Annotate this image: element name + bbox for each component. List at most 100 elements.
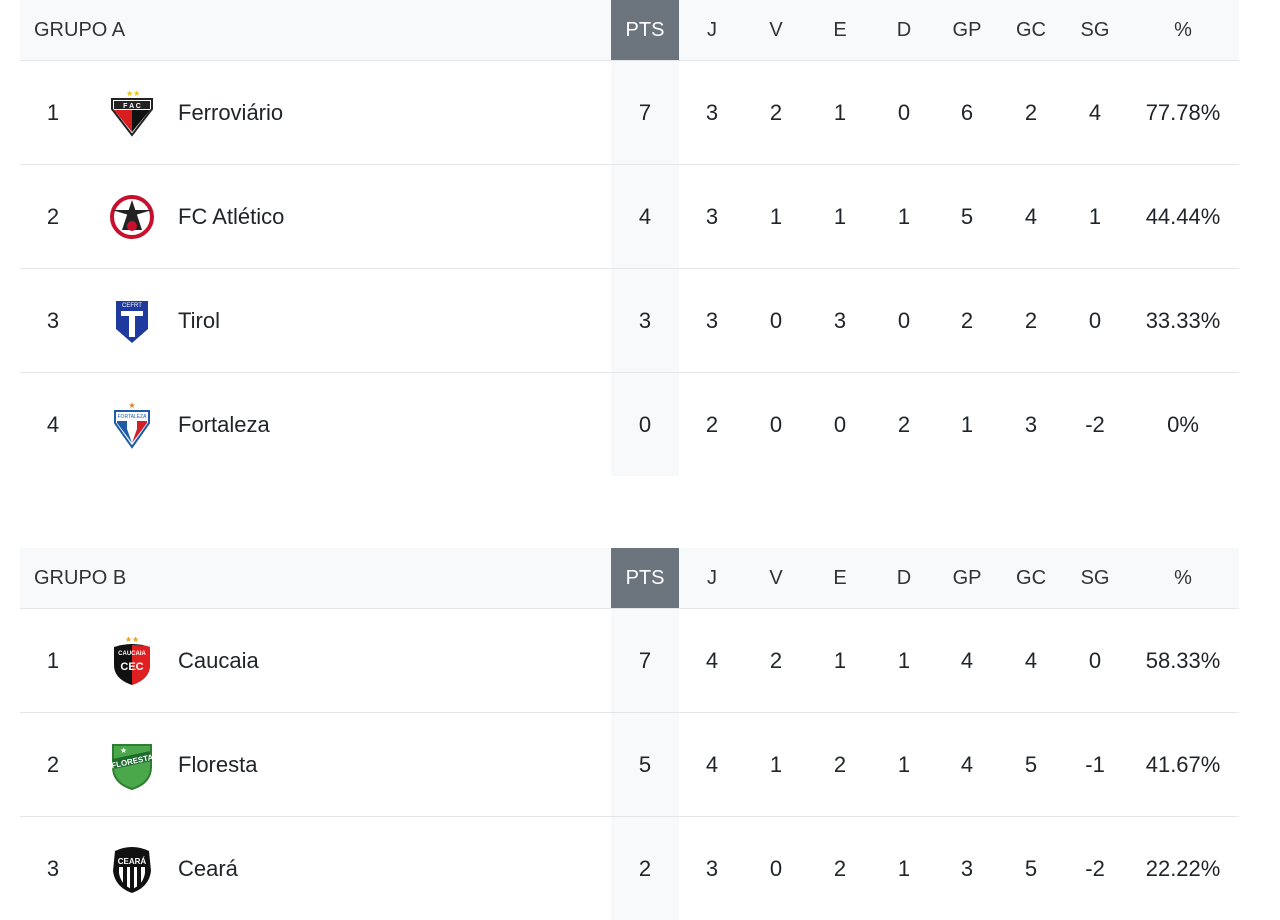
column-header[interactable]: GC [999,0,1063,61]
floresta-crest-icon: FLORESTA★ [86,713,178,817]
position: 3 [20,817,86,920]
stat-gc: 5 [999,817,1063,920]
stat-pts: 0 [611,373,679,477]
stat-pct: 22.22% [1127,817,1239,920]
stat-d: 0 [873,61,935,165]
stat-pts: 4 [611,165,679,269]
stat-j: 3 [679,165,745,269]
column-header[interactable]: D [873,0,935,61]
svg-text:CEC: CEC [120,661,143,673]
svg-text:★★: ★★ [125,635,139,644]
stat-sg: 0 [1063,609,1127,713]
column-header[interactable]: SG [1063,548,1127,609]
stat-j: 3 [679,61,745,165]
stat-pct: 41.67% [1127,713,1239,817]
stat-sg: 0 [1063,269,1127,373]
stat-sg: 4 [1063,61,1127,165]
stat-pts: 2 [611,817,679,920]
caucaia-crest-icon: ★★ CAUCAIA CEC [86,609,178,713]
stat-sg: -1 [1063,713,1127,817]
stat-d: 1 [873,713,935,817]
stat-gp: 3 [935,817,999,920]
stat-pct: 44.44% [1127,165,1239,269]
column-header[interactable]: D [873,548,935,609]
position: 4 [20,373,86,477]
stat-gc: 2 [999,61,1063,165]
team-name[interactable]: Ceará [178,817,611,920]
column-header[interactable]: E [807,548,873,609]
stat-sg: 1 [1063,165,1127,269]
column-header[interactable]: J [679,0,745,61]
stat-pct: 58.33% [1127,609,1239,713]
column-header[interactable]: SG [1063,0,1127,61]
stat-j: 3 [679,269,745,373]
team-name[interactable]: Ferroviário [178,61,611,165]
stat-j: 4 [679,713,745,817]
team-name[interactable]: Caucaia [178,609,611,713]
fortaleza-crest-icon: ★ FORTALEZA [86,373,178,477]
column-header[interactable]: GC [999,548,1063,609]
team-name[interactable]: Floresta [178,713,611,817]
svg-text:FORTALEZA: FORTALEZA [118,414,148,420]
stat-e: 1 [807,165,873,269]
team-name[interactable]: FC Atlético [178,165,611,269]
stat-j: 3 [679,817,745,920]
column-header[interactable]: J [679,548,745,609]
stat-gp: 4 [935,609,999,713]
stat-gc: 3 [999,373,1063,477]
stat-e: 2 [807,817,873,920]
stat-e: 1 [807,609,873,713]
column-header[interactable]: GP [935,0,999,61]
stat-v: 1 [745,165,807,269]
svg-text:CAUCAIA: CAUCAIA [118,651,146,657]
column-header[interactable]: % [1127,0,1239,61]
column-header[interactable]: PTS [611,0,679,61]
stat-d: 1 [873,165,935,269]
stat-gp: 5 [935,165,999,269]
stat-gc: 4 [999,609,1063,713]
stat-d: 1 [873,817,935,920]
stat-sg: -2 [1063,817,1127,920]
svg-text:★★: ★★ [126,89,140,98]
svg-text:F A C: F A C [123,103,141,110]
column-header[interactable]: GP [935,548,999,609]
stat-pts: 7 [611,609,679,713]
stat-gc: 5 [999,713,1063,817]
stat-v: 2 [745,609,807,713]
column-header[interactable]: E [807,0,873,61]
svg-text:★: ★ [128,401,135,410]
column-header[interactable]: V [745,548,807,609]
position: 1 [20,61,86,165]
column-header[interactable]: V [745,0,807,61]
column-header[interactable]: PTS [611,548,679,609]
stat-pct: 77.78% [1127,61,1239,165]
team-name[interactable]: Tirol [178,269,611,373]
stat-j: 2 [679,373,745,477]
stat-e: 3 [807,269,873,373]
stat-pct: 33.33% [1127,269,1239,373]
stat-v: 2 [745,61,807,165]
stat-v: 0 [745,269,807,373]
stat-pts: 7 [611,61,679,165]
group-title: GRUPO A [20,0,611,61]
position: 3 [20,269,86,373]
stat-d: 0 [873,269,935,373]
position: 2 [20,165,86,269]
column-header[interactable]: % [1127,548,1239,609]
svg-text:★: ★ [120,746,127,755]
team-name[interactable]: Fortaleza [178,373,611,477]
stat-sg: -2 [1063,373,1127,477]
stat-j: 4 [679,609,745,713]
position: 2 [20,713,86,817]
stat-gp: 4 [935,713,999,817]
ferroviario-crest-icon: ★★ F A C [86,61,178,165]
stat-v: 0 [745,817,807,920]
